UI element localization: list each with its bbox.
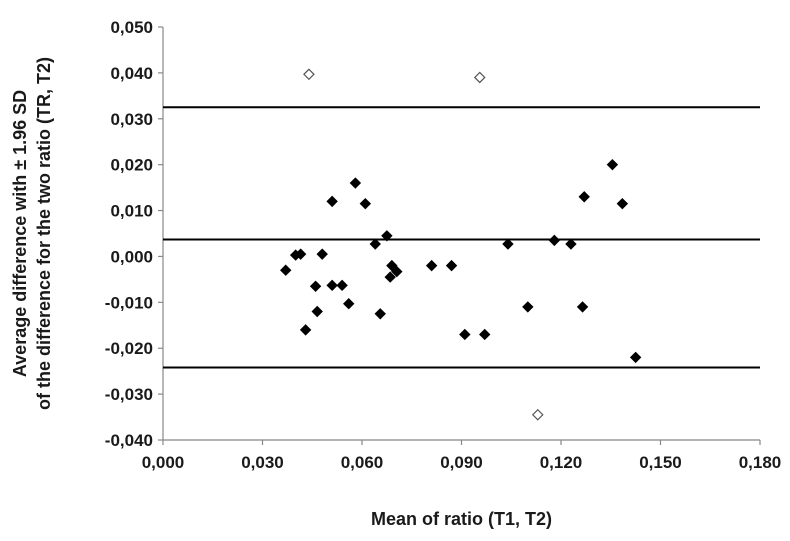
- x-tick-label: 0,060: [341, 453, 384, 472]
- data-point: [522, 301, 534, 313]
- data-point: [369, 238, 381, 250]
- data-point: [502, 238, 514, 250]
- data-point: [459, 328, 471, 341]
- reference-lines: [163, 106, 760, 369]
- data-point: [386, 259, 398, 272]
- y-tick-label: 0,050: [110, 18, 153, 37]
- x-tick-label: 0,120: [540, 453, 583, 472]
- x-tick-label: 0,150: [639, 453, 682, 472]
- data-point: [280, 264, 292, 276]
- data-point: [326, 195, 338, 208]
- x-tick-label: 0,000: [142, 453, 185, 472]
- x-tick-label: 0,180: [739, 453, 782, 472]
- data-point: [445, 259, 458, 272]
- data-point: [336, 279, 348, 292]
- y-axis-title-line-1: Average difference with ± 1.96 SD: [10, 90, 30, 377]
- outlier-point: [531, 408, 544, 421]
- x-axis-title: Mean of ratio (T1, T2): [371, 509, 552, 529]
- y-tick-label: 0,030: [110, 110, 153, 129]
- x-tick-label: 0,030: [241, 453, 284, 472]
- data-point: [311, 305, 323, 318]
- data-point: [374, 308, 386, 320]
- y-tick-label: 0,040: [110, 64, 153, 83]
- data-point: [548, 234, 561, 247]
- y-tick-labels: 0,050 0,040 0,030 0,020 0,010 0,000 -0,010 -0,0…: [105, 18, 163, 450]
- data-point: [384, 271, 396, 283]
- data-point: [316, 248, 328, 260]
- data-point: [294, 248, 307, 260]
- data-point: [629, 351, 642, 364]
- y-tick-label: -0,030: [105, 385, 153, 404]
- data-point: [309, 280, 322, 292]
- outlier-point: [303, 68, 315, 81]
- y-tick-label: -0,040: [105, 431, 153, 450]
- data-point: [359, 197, 372, 210]
- x-tick-labels: 0,000 0,030 0,060 0,090 0,120 0,150 0,180: [142, 440, 782, 472]
- y-tick-label: -0,010: [105, 293, 153, 312]
- data-point: [299, 324, 312, 336]
- data-point: [616, 197, 629, 210]
- data-point: [606, 158, 619, 171]
- y-tick-label: 0,000: [110, 247, 153, 266]
- y-tick-label: 0,020: [110, 156, 153, 175]
- axes: [162, 27, 760, 441]
- data-point: [565, 238, 577, 250]
- data-point: [343, 298, 355, 310]
- data-point: [578, 191, 590, 203]
- data-point: [391, 265, 403, 278]
- y-axis-title-line-2: of the difference for the two ratio (TR,…: [34, 57, 54, 410]
- y-tick-label: -0,020: [105, 339, 153, 358]
- data-point: [425, 259, 438, 272]
- outlier-point: [473, 71, 486, 84]
- data-points: [280, 68, 642, 421]
- data-point: [381, 230, 393, 242]
- data-point: [479, 328, 491, 341]
- data-point: [326, 279, 338, 292]
- x-tick-label: 0,090: [440, 453, 483, 472]
- data-point: [576, 301, 589, 313]
- y-tick-label: 0,010: [110, 202, 153, 221]
- data-point: [349, 177, 362, 189]
